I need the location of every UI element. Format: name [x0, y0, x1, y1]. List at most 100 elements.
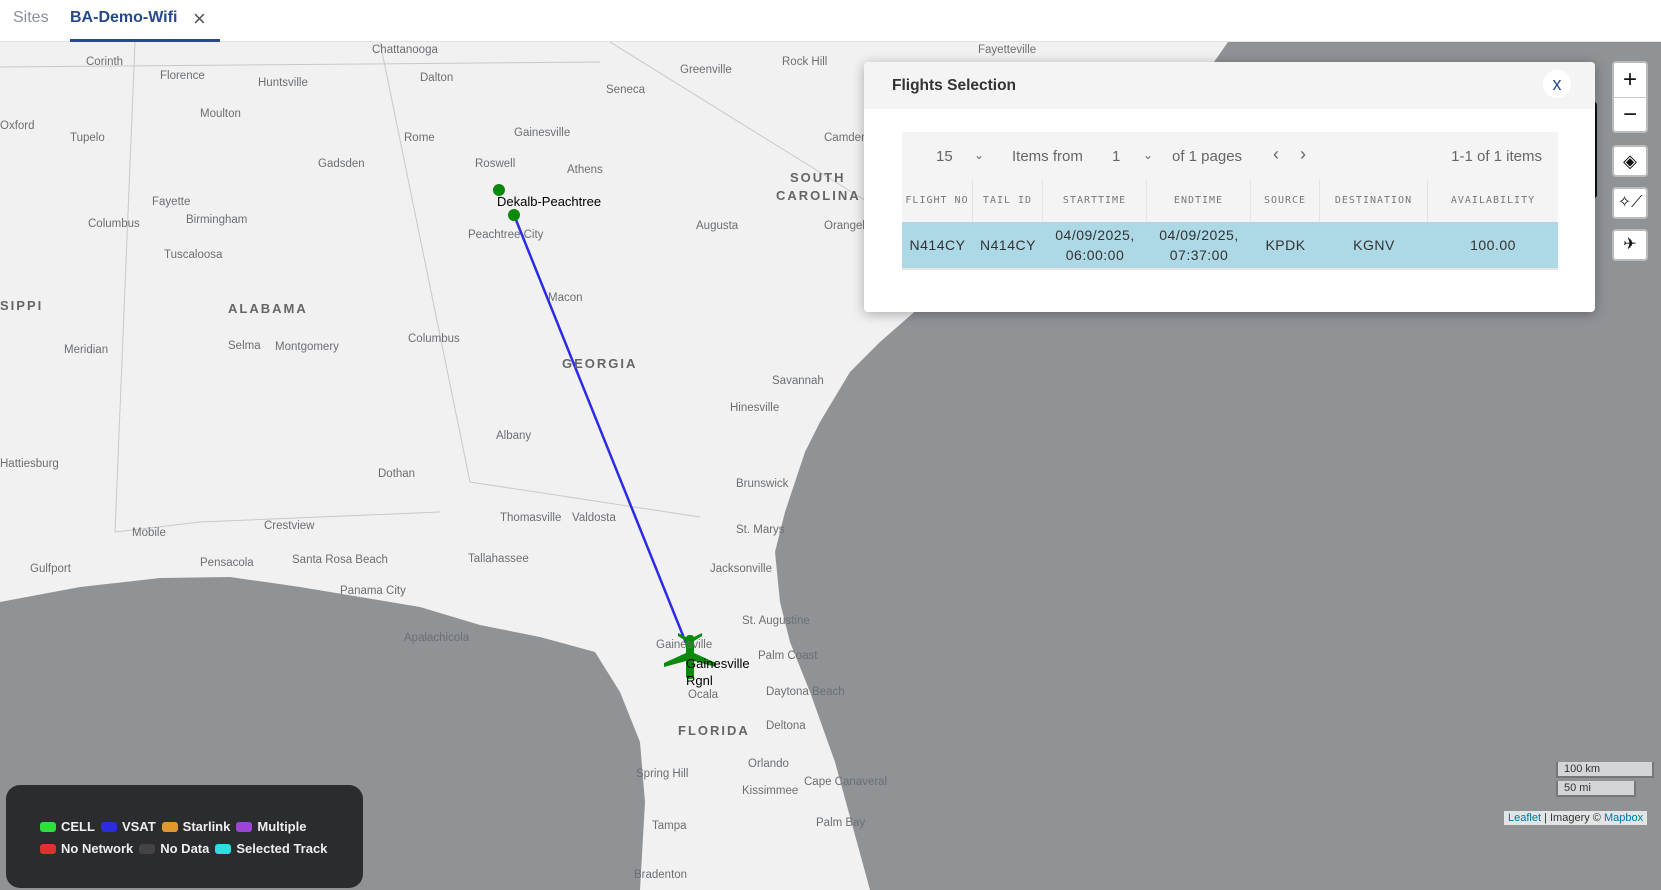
page-size-select[interactable]: 15: [936, 148, 953, 165]
flight-track: [512, 214, 690, 649]
map-place-label: Santa Rosa Beach: [292, 554, 388, 566]
map-place-label: Columbus: [88, 218, 140, 230]
map-place-label: Gadsden: [318, 158, 365, 170]
zoom-control: + −: [1612, 61, 1648, 133]
tab-bar: Sites BA-Demo-Wifi ×: [0, 0, 1661, 42]
origin-marker: [508, 209, 520, 221]
map-place-label: SIPPI: [0, 298, 44, 313]
legend-swatch: [139, 843, 156, 854]
next-page-button[interactable]: ›: [1300, 144, 1306, 164]
map-place-label: Gainesville: [656, 639, 713, 651]
airplane-icon: ✈: [1623, 236, 1637, 253]
dialog-title: Flights Selection: [892, 77, 1017, 94]
map-place-label: Deltona: [766, 720, 806, 732]
network-legend: CELL VSAT Starlink Multiple No Network No Da…: [6, 785, 363, 888]
legend-item: VSAT: [100, 819, 156, 834]
map-place-label: Crestview: [264, 520, 315, 532]
legend-label: Selected Track: [236, 841, 328, 856]
map-place-label: Thomasville: [500, 512, 562, 524]
map-place-label: Valdosta: [572, 512, 616, 524]
map-place-label: Tupelo: [70, 132, 105, 144]
map-place-label: Albany: [496, 430, 532, 442]
cell-source: KPDK: [1265, 237, 1306, 253]
map-place-label: Pensacola: [200, 557, 254, 569]
page-select[interactable]: 1: [1112, 148, 1121, 165]
map-place-label: Palm Bay: [816, 817, 866, 829]
map-place-label: Dalton: [420, 72, 454, 84]
map-place-label: Bradenton: [634, 869, 688, 881]
map-place-label: Cape Canaveral: [804, 776, 888, 788]
map-place-label: Peachtree City: [468, 229, 544, 241]
column-header[interactable]: STARTTIME: [1043, 180, 1147, 222]
origin-marker: [493, 184, 505, 196]
map-place-label: Oxford: [0, 120, 35, 132]
state-border: [609, 42, 901, 223]
map-place-label: Columbus: [408, 333, 460, 345]
map-place-label: Kissimmee: [742, 785, 799, 797]
dialog-header: Flights Selection x: [864, 62, 1595, 109]
map-place-label: Hattiesburg: [0, 458, 59, 470]
column-header[interactable]: TAIL ID: [973, 180, 1043, 222]
map-place-label: Palm Coast: [758, 650, 818, 662]
chevron-down-icon[interactable]: ⌄: [1143, 148, 1154, 162]
prev-page-button[interactable]: ‹: [1273, 144, 1279, 164]
close-tab-icon[interactable]: ×: [193, 6, 206, 31]
tab-ba-demo-wifi[interactable]: BA-Demo-Wifi: [70, 9, 178, 26]
map-place-label: Tuscaloosa: [164, 249, 223, 261]
map-place-label: Florence: [160, 70, 205, 82]
state-border: [0, 61, 601, 68]
track-analysis-button[interactable]: ✧⟋: [1612, 187, 1648, 219]
cell-endtime: 04/09/2025, 07:37:00: [1159, 227, 1239, 263]
column-header[interactable]: ENDTIME: [1147, 180, 1251, 222]
leaflet-link[interactable]: Leaflet: [1508, 812, 1542, 824]
map-place-label: Birmingham: [186, 214, 248, 226]
map-place-label: Chattanooga: [372, 44, 438, 56]
zoom-out-button[interactable]: −: [1622, 101, 1637, 128]
map-place-label: Tallahassee: [468, 553, 529, 565]
map-place-label: Huntsville: [258, 77, 308, 89]
map-place-label: FLORIDA: [678, 723, 750, 738]
map-place-label: Fayetteville: [978, 44, 1037, 56]
layers-button[interactable]: ◈: [1612, 145, 1648, 177]
map-place-label: Gulfport: [30, 563, 71, 575]
chevron-down-icon[interactable]: ⌄: [974, 148, 985, 162]
close-dialog-button[interactable]: x: [1543, 70, 1571, 98]
map-place-label: Corinth: [86, 56, 124, 68]
legend-label: Starlink: [182, 819, 231, 834]
cell-flight-no: N414CY: [909, 237, 966, 253]
map-place-label: Meridian: [64, 344, 109, 356]
table-row[interactable]: N414CY N414CY 04/09/2025, 06:00:00 04/09…: [902, 222, 1558, 270]
map-place-label: Camden: [824, 132, 868, 144]
legend-swatch: [161, 821, 178, 832]
map-place-label: Tampa: [652, 820, 687, 832]
flights-button[interactable]: ✈: [1612, 229, 1648, 261]
map-place-label: Jacksonville: [710, 563, 772, 575]
map-place-label: Daytona Beach: [766, 686, 845, 698]
legend-label: No Data: [160, 841, 210, 856]
airplane-icon: [664, 633, 716, 679]
map-place-label: Spring Hill: [636, 768, 689, 780]
scale-mi: 50 mi: [1556, 781, 1636, 797]
legend-label: VSAT: [121, 819, 156, 834]
tab-sites[interactable]: Sites: [13, 9, 49, 26]
column-header[interactable]: SOURCE: [1251, 180, 1320, 222]
map-place-label: Montgomery: [275, 341, 339, 353]
sparkle-chart-icon: ✧⟋: [1617, 194, 1643, 211]
map-place-label: Dothan: [378, 468, 416, 480]
map-place-label: Orlando: [748, 758, 789, 770]
map-place-label: ALABAMA: [228, 301, 308, 316]
zoom-in-button[interactable]: +: [1614, 63, 1646, 98]
legend-item: Selected Track: [215, 841, 327, 856]
column-header[interactable]: AVAILABILITY: [1450, 195, 1536, 206]
map-place-label: Macon: [548, 292, 583, 304]
column-header[interactable]: DESTINATION: [1320, 180, 1428, 222]
legend-label: CELL: [61, 819, 95, 834]
map-place-label: Seneca: [606, 84, 646, 96]
column-header[interactable]: FLIGHT NO: [902, 180, 973, 222]
mapbox-link[interactable]: Mapbox: [1603, 812, 1644, 824]
legend-swatch: [215, 843, 232, 854]
legend-label: No Network: [61, 841, 134, 856]
map-place-label: St. Augustine: [742, 615, 810, 627]
items-from-label: Items from: [1012, 148, 1083, 165]
map-attribution: Leaflet | Imagery © Mapbox: [1504, 811, 1648, 825]
